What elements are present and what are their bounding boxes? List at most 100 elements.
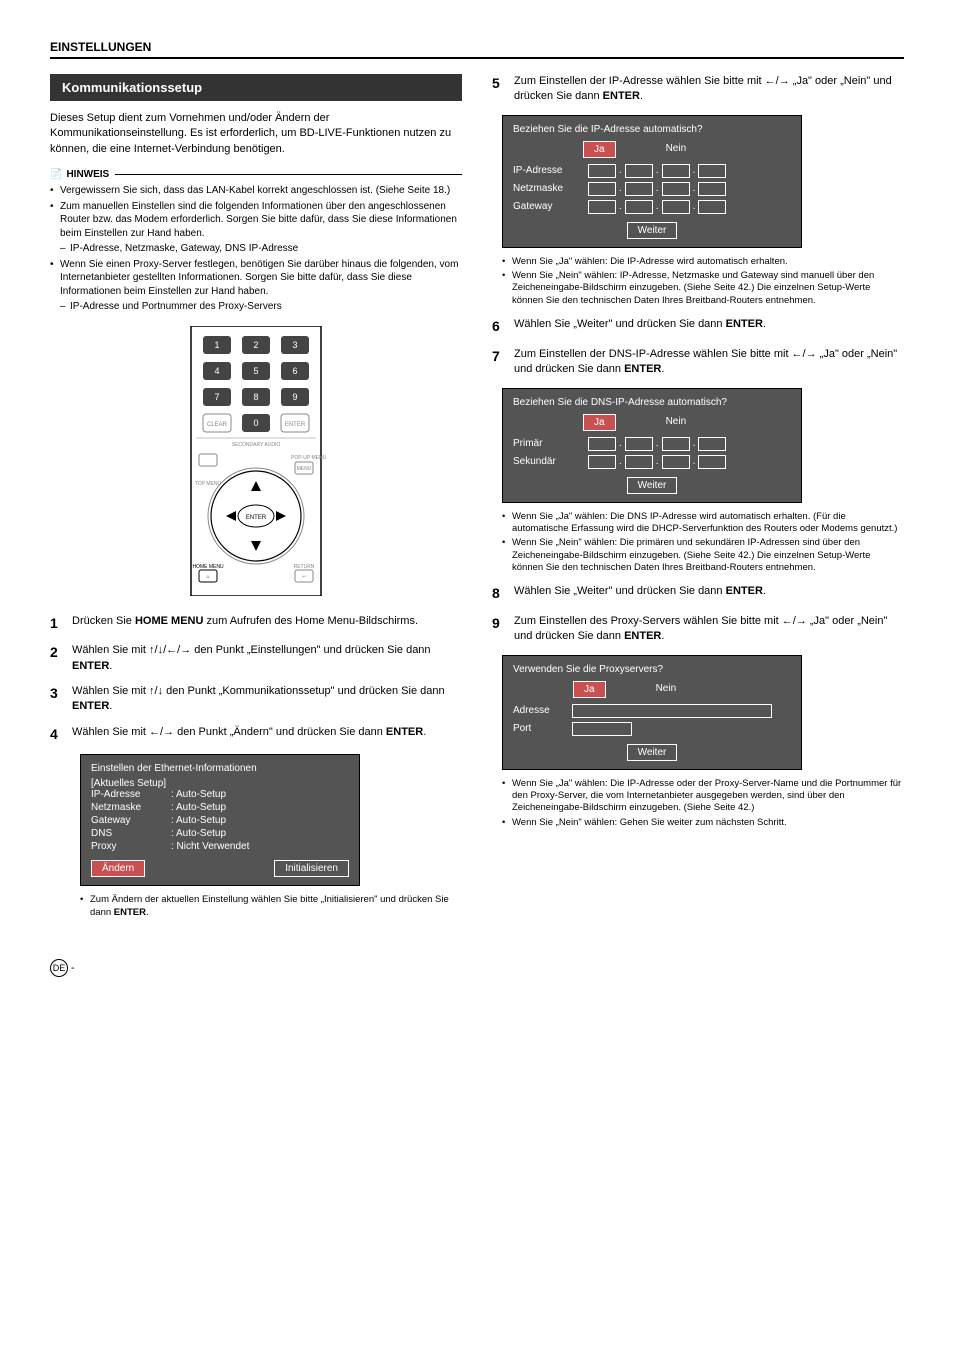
ip-octet[interactable]: [662, 182, 690, 196]
yes-button[interactable]: Ja: [573, 681, 606, 698]
sub-note-item: Wenn Sie „Nein" wählen: Gehen Sie weiter…: [502, 817, 904, 829]
no-button[interactable]: Nein: [646, 681, 687, 698]
svg-text:4: 4: [214, 366, 219, 376]
ip-octet[interactable]: [588, 437, 616, 451]
ethernet-sub-note: Zum Ändern der aktuellen Einstellung wäh…: [80, 894, 462, 919]
change-button[interactable]: Ändern: [91, 860, 145, 877]
step-3: 3Wählen Sie mit ↑/↓ den Punkt „Kommunika…: [50, 684, 462, 715]
ip-fields: ...: [588, 200, 726, 214]
ip-fields: ...: [588, 437, 726, 451]
ip-label: Sekundär: [513, 456, 588, 467]
step-list-8-9: 8Wählen Sie „Weiter" und drücken Sie dan…: [492, 584, 904, 644]
proxy-label: Port: [513, 723, 568, 734]
next-button[interactable]: Weiter: [627, 477, 678, 494]
note-item: Vergewissern Sie sich, dass das LAN-Kabe…: [50, 184, 462, 198]
step-text: Wählen Sie mit ↑/↓/←/→ den Punkt „Einste…: [72, 643, 462, 674]
ui-label: Netzmaske: [91, 802, 171, 813]
ip-row: Sekundär...: [513, 455, 791, 469]
ip-row: Netzmaske...: [513, 182, 791, 196]
yes-no-row: Ja Nein: [573, 681, 791, 698]
proxy-sub-notes: Wenn Sie „Ja" wählen: Die IP-Adresse ode…: [502, 778, 904, 829]
svg-text:7: 7: [214, 392, 219, 402]
ip-octet[interactable]: [698, 200, 726, 214]
ui-row: Netzmaske: Auto-Setup: [91, 802, 349, 813]
step-4: 4Wählen Sie mit ←/→ den Punkt „Ändern" u…: [50, 725, 462, 745]
ip-octet[interactable]: [698, 182, 726, 196]
yes-button[interactable]: Ja: [583, 414, 616, 431]
svg-text:↩: ↩: [302, 574, 306, 580]
ui-title: Verwenden Sie die Proxyservers?: [513, 664, 791, 675]
ip-label: Primär: [513, 438, 588, 449]
ip-label: IP-Adresse: [513, 165, 588, 176]
ip-label: Gateway: [513, 201, 588, 212]
next-button[interactable]: Weiter: [627, 222, 678, 239]
ip-octet[interactable]: [588, 200, 616, 214]
step-number: 1: [50, 614, 72, 634]
ui-label: Proxy: [91, 841, 171, 852]
ui-subtitle: [Aktuelles Setup]: [91, 778, 349, 789]
ip-octet[interactable]: [698, 164, 726, 178]
ip-octet[interactable]: [588, 182, 616, 196]
ip-octet[interactable]: [588, 164, 616, 178]
step-text: Wählen Sie „Weiter" und drücken Sie dann…: [514, 584, 904, 604]
step-list-6-7: 6Wählen Sie „Weiter" und drücken Sie dan…: [492, 317, 904, 377]
page-dash: -: [68, 962, 75, 974]
next-button[interactable]: Weiter: [627, 744, 678, 761]
intro-paragraph: Dieses Setup dient zum Vornehmen und/ode…: [50, 111, 462, 157]
ui-row: Proxy: Nicht Verwendet: [91, 841, 349, 852]
ip-octet[interactable]: [625, 437, 653, 451]
remote-illustration: 1 2 3 4 5 6 7 8 9 CLEAR 0 ENTER SECONDAR…: [171, 326, 341, 596]
svg-text:TOP MENU: TOP MENU: [195, 481, 222, 487]
ui-value: : Auto-Setup: [171, 789, 226, 800]
no-button[interactable]: Nein: [656, 141, 697, 158]
ip-octet[interactable]: [662, 164, 690, 178]
ip-fields: ...: [588, 164, 726, 178]
step-text: Zum Einstellen des Proxy-Servers wählen …: [514, 614, 904, 645]
step-1: 1Drücken Sie HOME MENU zum Aufrufen des …: [50, 614, 462, 634]
ui-value: : Auto-Setup: [171, 815, 226, 826]
proxy-row: Adresse: [513, 704, 791, 718]
ui-row: DNS: Auto-Setup: [91, 828, 349, 839]
sub-note-item: Wenn Sie „Ja" wählen: Die IP-Adresse ode…: [502, 778, 904, 815]
ethernet-settings-box: Einstellen der Ethernet-Informationen [A…: [80, 754, 360, 886]
svg-text:1: 1: [214, 340, 219, 350]
step-text: Zum Einstellen der DNS-IP-Adresse wählen…: [514, 347, 904, 378]
sub-note-item: Wenn Sie „Nein" wählen: Die primären und…: [502, 537, 904, 574]
left-column: Kommunikationssetup Dieses Setup dient z…: [50, 74, 462, 977]
proxy-address-field[interactable]: [572, 704, 772, 718]
ui-label: DNS: [91, 828, 171, 839]
sub-note-item: Wenn Sie „Ja" wählen: Die IP-Adresse wir…: [502, 256, 904, 268]
ip-octet[interactable]: [662, 455, 690, 469]
ip-octet[interactable]: [662, 437, 690, 451]
sub-note-item: Zum Ändern der aktuellen Einstellung wäh…: [80, 894, 462, 919]
ip-octet[interactable]: [698, 437, 726, 451]
step-8: 8Wählen Sie „Weiter" und drücken Sie dan…: [492, 584, 904, 604]
ui-title: Beziehen Sie die IP-Adresse automatisch?: [513, 124, 791, 135]
ip-octet[interactable]: [662, 200, 690, 214]
ip-octet[interactable]: [625, 455, 653, 469]
step-text: Wählen Sie mit ←/→ den Punkt „Ändern" un…: [72, 725, 462, 745]
page-number: DE: [50, 959, 68, 977]
ip-octet[interactable]: [698, 455, 726, 469]
yes-button[interactable]: Ja: [583, 141, 616, 158]
ip-octet[interactable]: [625, 164, 653, 178]
ui-title: Beziehen Sie die DNS-IP-Adresse automati…: [513, 397, 791, 408]
svg-text:HOME MENU: HOME MENU: [192, 564, 224, 570]
step-text: Wählen Sie „Weiter" und drücken Sie dann…: [514, 317, 904, 337]
ip-octet[interactable]: [625, 200, 653, 214]
ui-value: : Auto-Setup: [171, 802, 226, 813]
svg-text:⌂: ⌂: [206, 574, 209, 580]
ip-octet[interactable]: [625, 182, 653, 196]
svg-text:CLEAR: CLEAR: [207, 422, 228, 428]
ui-row: IP-Adresse: Auto-Setup: [91, 789, 349, 800]
proxy-port-field[interactable]: [572, 722, 632, 736]
step-2: 2Wählen Sie mit ↑/↓/←/→ den Punkt „Einst…: [50, 643, 462, 674]
step-text: Wählen Sie mit ↑/↓ den Punkt „Kommunikat…: [72, 684, 462, 715]
ip-sub-notes: Wenn Sie „Ja" wählen: Die IP-Adresse wir…: [502, 256, 904, 307]
no-button[interactable]: Nein: [656, 414, 697, 431]
initialize-button[interactable]: Initialisieren: [274, 860, 349, 877]
ip-fields: ...: [588, 455, 726, 469]
step-number: 3: [50, 684, 72, 715]
ip-octet[interactable]: [588, 455, 616, 469]
step-9: 9Zum Einstellen des Proxy-Servers wählen…: [492, 614, 904, 645]
